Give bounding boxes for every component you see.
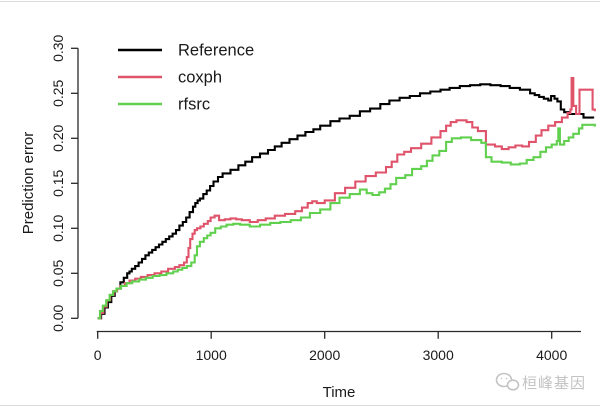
legend-item-rfsrc: rfsrc xyxy=(118,96,210,114)
curve-rfsrc xyxy=(97,123,596,320)
x-axis: 0 1000 2000 3000 4000 xyxy=(94,330,581,363)
wechat-icon xyxy=(495,372,520,391)
watermark-text: 桓峰基因 xyxy=(522,375,586,392)
x-axis-title: Time xyxy=(323,384,356,401)
curve-reference xyxy=(97,83,595,320)
y-axis: 0.00 0.05 0.10 0.15 0.20 0.25 0.30 xyxy=(50,34,79,332)
legend-label: coxph xyxy=(178,69,222,87)
y-tick-label: 0.05 xyxy=(50,259,66,286)
y-tick-label: 0.30 xyxy=(50,34,66,61)
legend-label: Reference xyxy=(178,42,254,60)
legend-label: rfsrc xyxy=(178,96,210,114)
y-tick-label: 0.00 xyxy=(50,304,66,331)
y-tick-label: 0.15 xyxy=(50,169,66,196)
y-tick-label: 0.25 xyxy=(50,79,66,106)
bottom-divider xyxy=(0,405,600,406)
legend-item-reference: Reference xyxy=(118,42,254,60)
legend-item-coxph: coxph xyxy=(118,69,222,87)
y-tick-label: 0.20 xyxy=(50,124,66,151)
curve-coxph xyxy=(97,76,596,320)
curve-lines xyxy=(97,76,596,320)
x-tick-label: 2000 xyxy=(309,347,340,363)
y-axis-title: Prediction error xyxy=(20,132,37,235)
x-tick-label: 4000 xyxy=(536,347,567,363)
x-tick-label: 3000 xyxy=(423,347,454,363)
x-tick-label: 0 xyxy=(94,347,102,363)
y-tick-label: 0.10 xyxy=(50,214,66,241)
watermark: 桓峰基因 xyxy=(495,372,586,392)
top-divider xyxy=(0,1,600,2)
legend: Reference coxph rfsrc xyxy=(118,42,254,114)
x-tick-label: 1000 xyxy=(196,347,227,363)
